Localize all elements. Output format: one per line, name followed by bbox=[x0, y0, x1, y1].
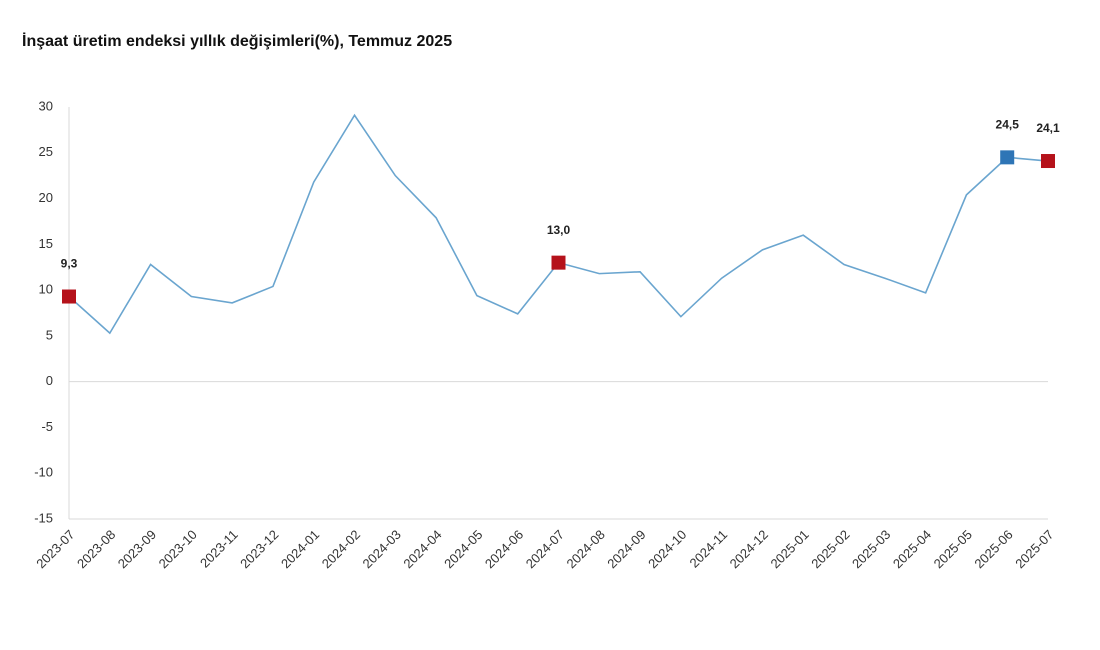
x-tick-label: 2023-08 bbox=[74, 527, 118, 571]
y-tick-label: 20 bbox=[39, 190, 53, 205]
x-tick-label: 2024-04 bbox=[400, 527, 444, 571]
x-tick-label: 2025-03 bbox=[849, 527, 893, 571]
x-tick-label: 2024-02 bbox=[319, 527, 363, 571]
y-tick-label: -15 bbox=[34, 510, 53, 525]
x-tick-label: 2023-11 bbox=[197, 527, 241, 571]
x-tick-label: 2024-06 bbox=[482, 527, 526, 571]
marker bbox=[1041, 154, 1055, 169]
value-label: 13,0 bbox=[547, 223, 571, 237]
value-label: 9,3 bbox=[61, 257, 78, 271]
x-tick-label: 2024-09 bbox=[604, 527, 648, 571]
y-tick-label: 25 bbox=[39, 144, 53, 159]
marker bbox=[62, 289, 76, 304]
y-tick-label: 30 bbox=[39, 98, 53, 113]
x-tick-label: 2023-07 bbox=[33, 527, 77, 571]
x-tick-label: 2024-08 bbox=[563, 527, 607, 571]
x-tick-label: 2024-11 bbox=[687, 527, 731, 571]
x-tick-label: 2025-04 bbox=[890, 527, 934, 571]
value-label: 24,1 bbox=[1036, 121, 1060, 135]
y-tick-label: 15 bbox=[39, 236, 53, 251]
x-tick-label: 2023-10 bbox=[156, 527, 200, 571]
marker bbox=[551, 255, 566, 270]
value-label: 24,5 bbox=[996, 118, 1020, 132]
y-tick-label: 0 bbox=[46, 373, 53, 388]
x-tick-label: 2024-12 bbox=[727, 527, 771, 571]
x-tick-label: 2025-06 bbox=[971, 527, 1015, 571]
x-tick-label: 2023-09 bbox=[115, 527, 159, 571]
x-tick-label: 2025-02 bbox=[808, 527, 852, 571]
x-tick-label: 2023-12 bbox=[237, 527, 281, 571]
x-tick-label: 2024-07 bbox=[523, 527, 567, 571]
x-tick-label: 2024-01 bbox=[278, 527, 322, 571]
y-tick-label: -5 bbox=[41, 419, 53, 434]
y-tick-label: -10 bbox=[34, 465, 53, 480]
x-tick-label: 2025-05 bbox=[931, 527, 975, 571]
marker bbox=[1000, 150, 1015, 165]
x-tick-label: 2025-07 bbox=[1012, 527, 1056, 571]
y-tick-label: 5 bbox=[46, 327, 53, 342]
x-tick-label: 2024-05 bbox=[441, 527, 485, 571]
x-tick-label: 2025-01 bbox=[767, 527, 811, 571]
chart-title: İnşaat üretim endeksi yıllık değişimleri… bbox=[22, 32, 452, 50]
y-tick-label: 10 bbox=[39, 282, 53, 297]
x-tick-label: 2024-10 bbox=[645, 527, 689, 571]
x-tick-label: 2024-03 bbox=[360, 527, 404, 571]
